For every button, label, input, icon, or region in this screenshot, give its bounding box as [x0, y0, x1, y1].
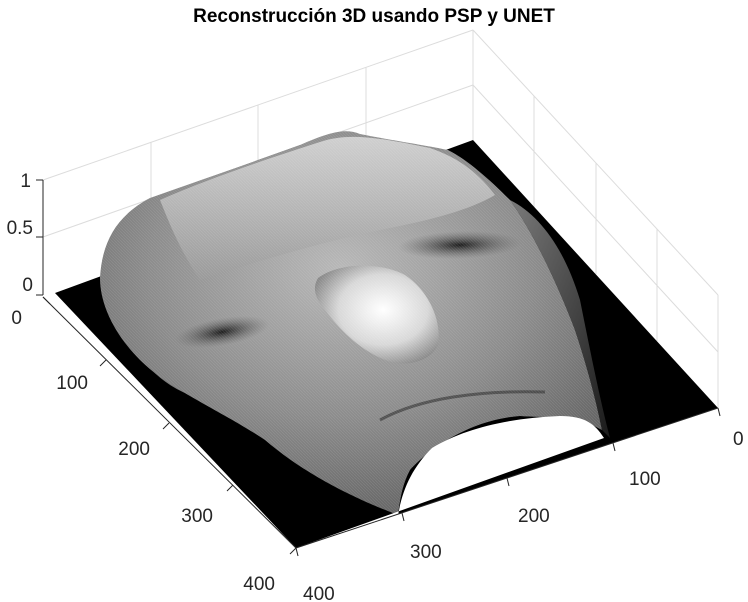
y-tick-labels: 400 300 200 100 0: [303, 429, 744, 602]
chart-title: Reconstrucción 3D usando PSP y UNET: [193, 6, 555, 27]
x-tick-labels: 0 100 200 300 400: [11, 308, 275, 595]
surface-mesh: [100, 131, 602, 515]
y-tick: [612, 442, 616, 452]
x-tick: [42, 296, 51, 305]
y-tick-label: 400: [303, 584, 335, 602]
x-tick-label: 100: [56, 373, 88, 394]
z-tick-labels: 1 0.5 0: [7, 171, 33, 296]
grid-line: [472, 84, 719, 353]
x-tick-label: 400: [243, 574, 275, 595]
surface-side-right: [510, 200, 610, 438]
y-tick-label: 300: [410, 542, 442, 563]
z-tick-label: 0.5: [7, 218, 33, 239]
z-tick-label: 1: [20, 171, 31, 192]
x-tick: [99, 359, 107, 367]
y-tick-label: 0: [733, 429, 744, 450]
x-axis-line: [42, 296, 297, 549]
axis-lines: [36, 179, 721, 557]
x-tick-label: 200: [118, 439, 150, 460]
y-tick-label: 100: [629, 469, 661, 490]
x-tick-label: 300: [181, 506, 213, 527]
x-tick: [226, 484, 234, 492]
x-tick-label: 0: [11, 308, 22, 329]
x-tick: [162, 422, 170, 430]
grid-line: [472, 29, 719, 296]
chin-cutout: [296, 416, 604, 548]
y-tick: [506, 477, 510, 487]
y-tick-label: 200: [518, 506, 550, 527]
x-tick: [289, 547, 297, 555]
face-surface: [100, 131, 610, 515]
z-tick-label: 0: [22, 275, 33, 296]
y-tick: [295, 547, 299, 557]
y-tick: [717, 407, 721, 417]
grid-line: [42, 29, 474, 181]
y-tick: [401, 512, 405, 522]
